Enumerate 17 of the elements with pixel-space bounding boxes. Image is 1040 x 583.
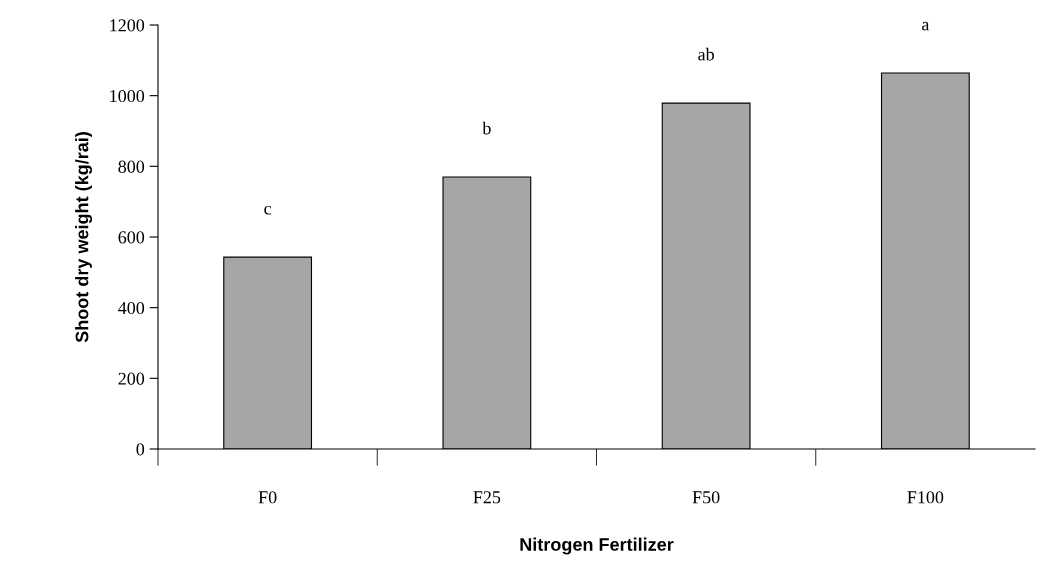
x-tick-label: F100 — [907, 491, 944, 504]
annotation: b — [482, 121, 491, 135]
x-tick-label: F25 — [473, 491, 501, 504]
annotation: a — [922, 21, 930, 31]
y-tick-label: 0 — [136, 443, 145, 456]
x-tick-label: F0 — [258, 491, 277, 504]
y-axis-title: Shoot dry weight (kg/rai) — [75, 132, 93, 343]
y-tick-label: 200 — [118, 372, 145, 385]
x-axis-title: Nitrogen Fertilizer — [520, 537, 674, 555]
y-tick-label: 1000 — [110, 89, 145, 103]
y-tick-label: 400 — [118, 301, 145, 315]
annotation: c — [264, 205, 272, 215]
y-tick-label: 600 — [118, 231, 145, 244]
annotation: ab — [698, 47, 714, 61]
y-tick-label: 1200 — [110, 19, 145, 32]
y-tick-label: 800 — [118, 160, 145, 173]
x-tick-label: F50 — [692, 491, 720, 504]
